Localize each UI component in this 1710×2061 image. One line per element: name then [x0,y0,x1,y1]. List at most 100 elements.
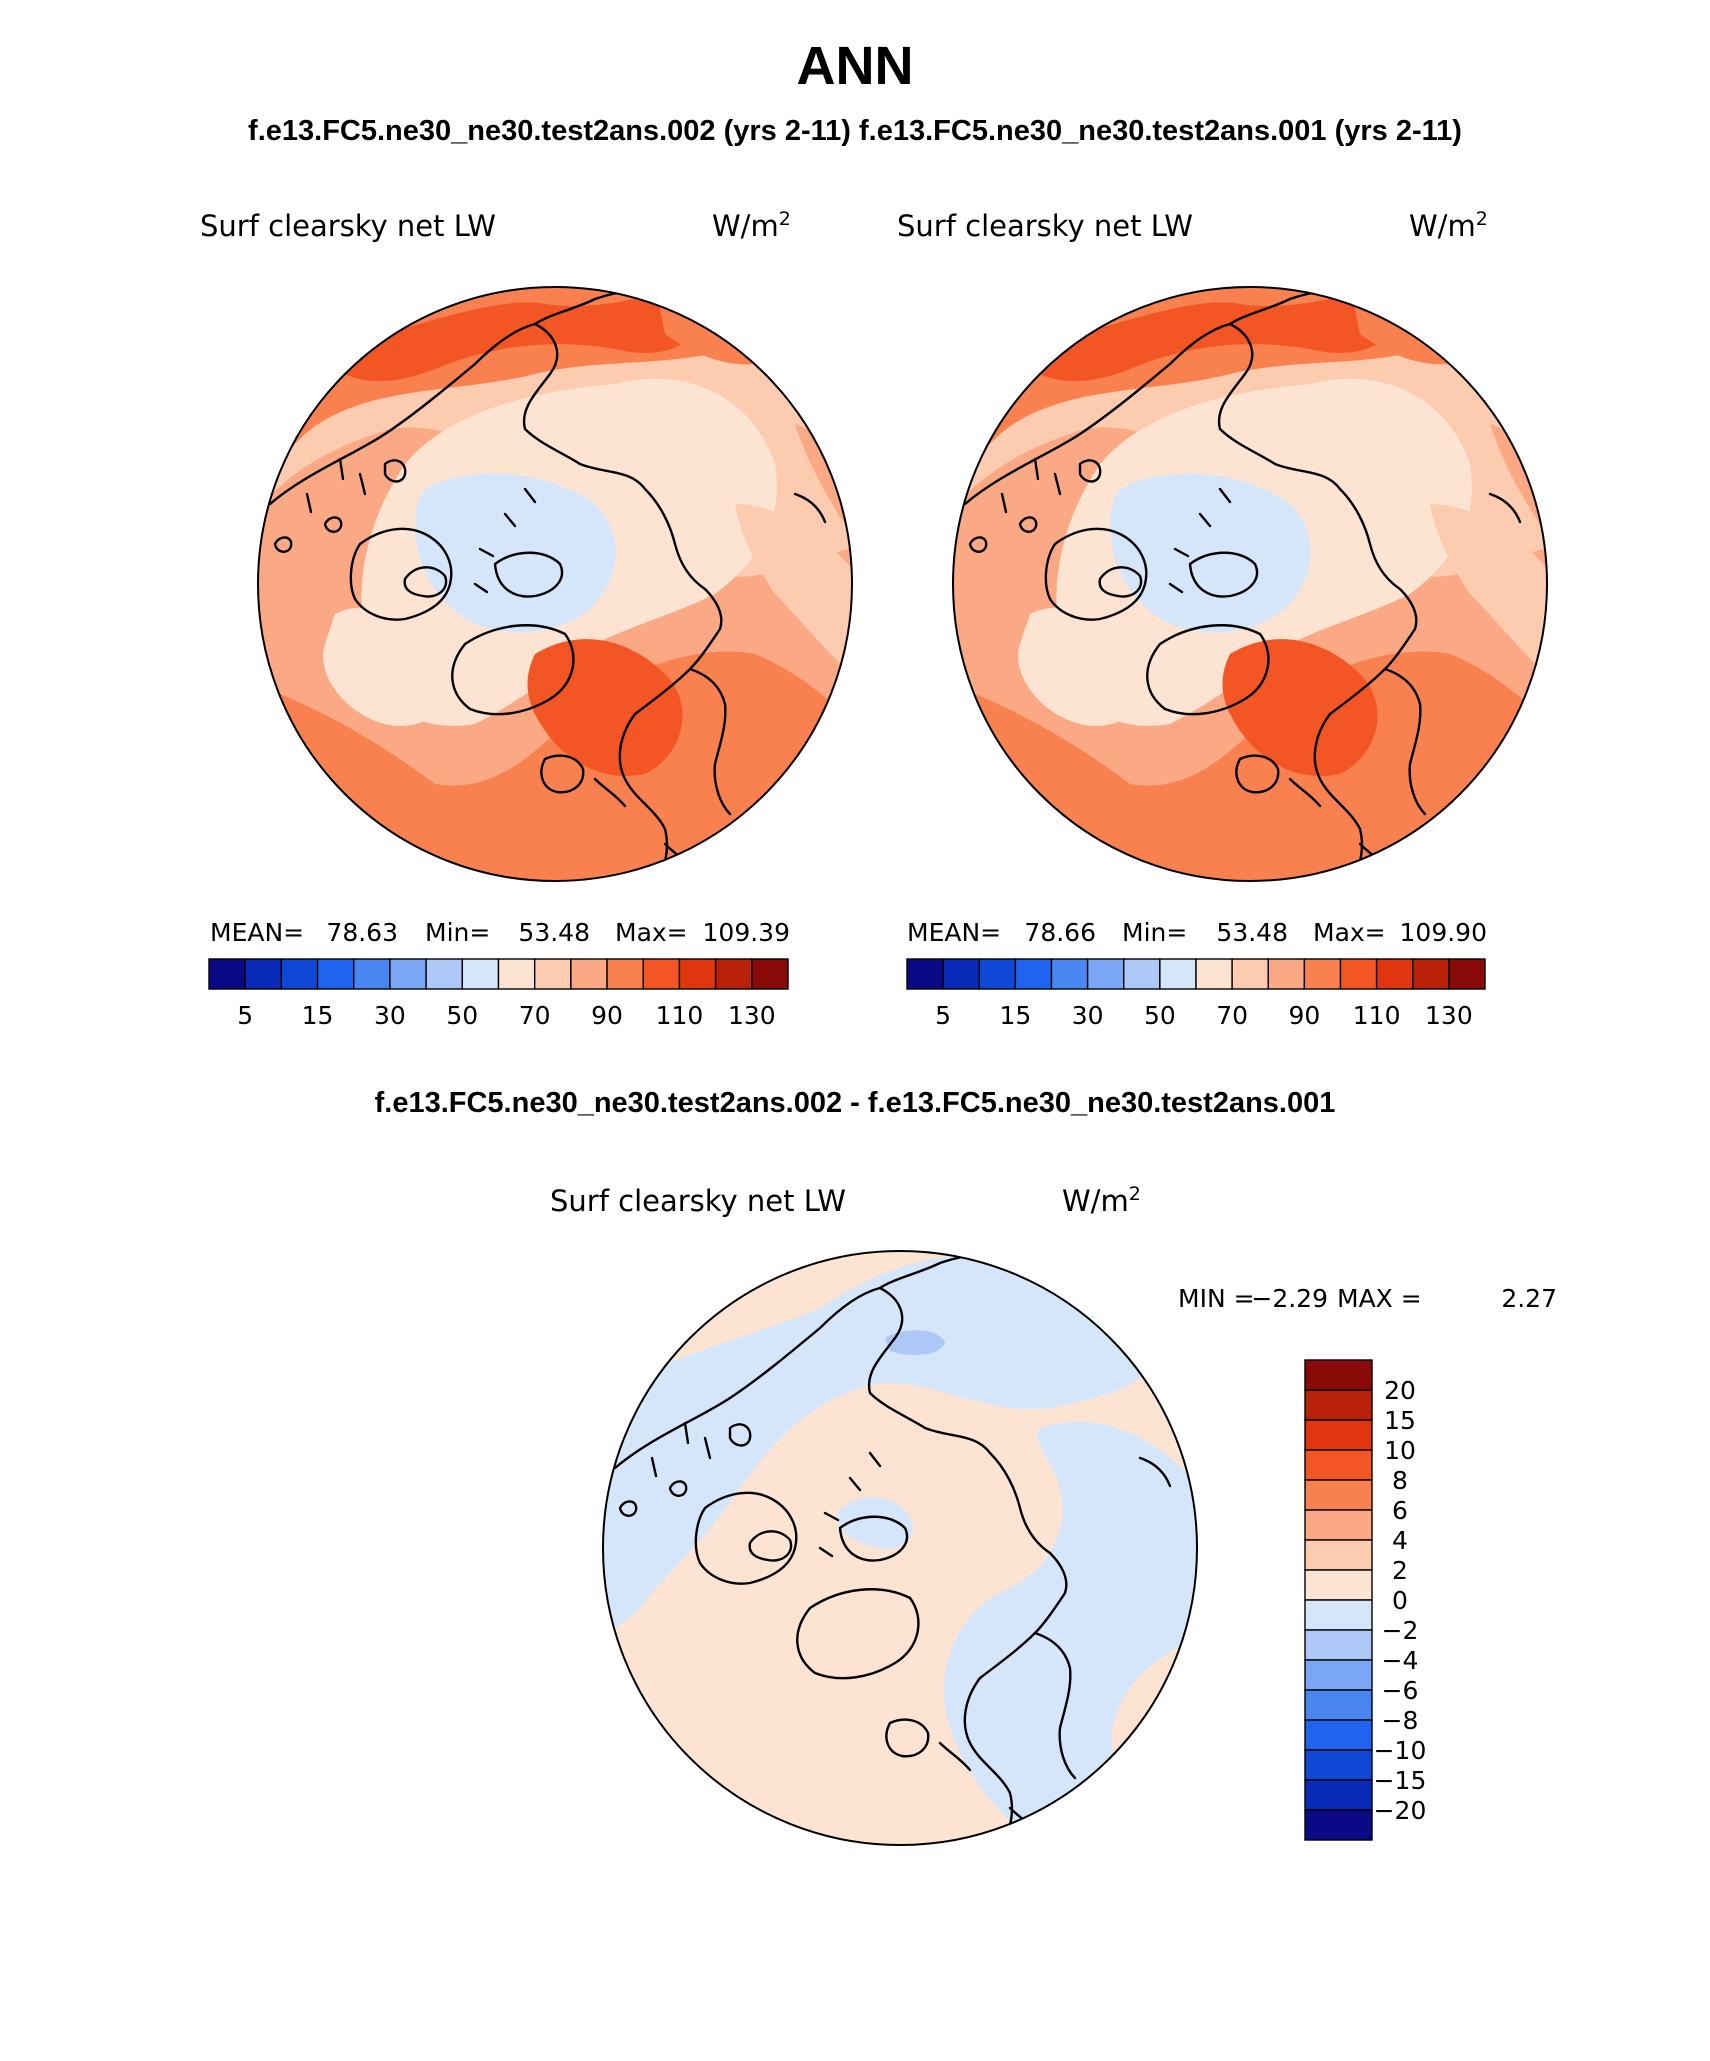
panel1-colorbar-box-12 [642,958,681,990]
panel2-colorbar-box-10 [1267,958,1306,990]
panel2-map [953,287,1547,881]
panel2-mean-label: MEAN= [907,918,1001,947]
panel3-colorbar-box-1 [1304,1389,1373,1421]
panel1-colorbar-tick-label: 130 [728,1001,776,1030]
panel3-units-base: W/m [1062,1184,1129,1218]
panel1-colorbar-box-0 [208,958,246,990]
panel1-colorbar-box-7 [461,958,500,990]
panel3-colorbar-tick-label: −20 [1374,1796,1427,1825]
panel1-units: W/m2 [712,208,791,243]
panel2-colorbar-box-13 [1375,958,1414,990]
panel1-variable-label: Surf clearsky net LW [200,209,496,243]
panel1-max-label: Max= [615,918,688,947]
panel2-max-value: 109.90 [1400,918,1487,947]
diff-title: f.e13.FC5.ne30_ne30.test2ans.002 - f.e13… [375,1087,1336,1119]
panel3-colorbar-box-4 [1304,1479,1373,1511]
panel2-colorbar-tick-label: 50 [1144,1001,1176,1030]
panel3-colorbar-tick-label: 15 [1384,1406,1416,1435]
panel1-colorbar-box-1 [244,958,283,990]
panel3-map [603,1251,1197,1845]
panel1-colorbar-tick-label: 30 [374,1001,406,1030]
panel1-colorbar-box-2 [280,958,319,990]
panel3-colorbar-tick-label: 10 [1384,1436,1416,1465]
panel2-colorbar-tick-label: 70 [1216,1001,1248,1030]
panel3-colorbar-box-7 [1304,1569,1373,1601]
panel3-colorbar-box-11 [1304,1689,1373,1721]
panel2-colorbar-box-7 [1159,958,1197,990]
panel3-colorbar-box-3 [1304,1449,1373,1481]
panel3-colorbar-tick-label: 6 [1392,1496,1408,1525]
panel-difference: Surf clearsky net LW W/m2 MIN = −2.29 MA… [550,1183,1557,1846]
panel3-colorbar-box-2 [1304,1419,1373,1451]
panel1-colorbar-tick-label: 70 [519,1001,551,1030]
panel2-units: W/m2 [1409,208,1488,243]
panel3-stats: MIN = −2.29 MAX = 2.27 [1178,1284,1557,1313]
panel2-colorbar-tick-label: 30 [1072,1001,1104,1030]
panel2-colorbar-box-5 [1086,958,1125,990]
panel1-colorbar-tick-label: 15 [302,1001,334,1030]
panel3-min-label: MIN = [1178,1284,1255,1313]
panel3-colorbar-tick-label: 20 [1384,1376,1416,1405]
panel1-colorbar-tick-label: 110 [656,1001,704,1030]
panel1-colorbar: 5 15 30 50 70 90 110 130 [208,958,789,1030]
panel2-colorbar-box-9 [1231,958,1269,990]
panel3-variable-label: Surf clearsky net LW [550,1184,846,1218]
panel1-colorbar-box-10 [570,958,608,990]
panel2-colorbar-tick-label: 5 [935,1001,951,1030]
panel1-units-exp: 2 [779,208,791,230]
panel3-colorbar-tick-label: −6 [1382,1676,1419,1705]
panel1-colorbar-box-15 [751,958,789,990]
panel2-colorbar-box-6 [1123,958,1161,990]
panel3-colorbar-box-14 [1304,1779,1373,1811]
panel1-mean-label: MEAN= [210,918,304,947]
panel-test-case: Surf clearsky net LW W/m2 MEAN= 78.63 Mi… [200,208,853,1030]
panel2-colorbar-tick-label: 130 [1425,1001,1473,1030]
panel3-max-value: 2.27 [1501,1284,1557,1313]
panel2-colorbar-box-4 [1050,958,1089,990]
panel1-units-base: W/m [712,209,779,243]
panel1-mean-value: 78.63 [326,918,398,947]
panel2-min-label: Min= [1122,918,1187,947]
panel3-units: W/m2 [1062,1183,1141,1218]
panel3-colorbar-box-10 [1304,1659,1373,1691]
panel1-colorbar-box-11 [606,958,644,990]
panel3-colorbar-box-6 [1304,1539,1373,1571]
panel1-colorbar-box-8 [497,958,536,990]
panel1-colorbar-box-14 [714,958,753,990]
panel3-max-label: MAX = [1337,1284,1422,1313]
panel3-colorbar-tick-label: −10 [1374,1736,1427,1765]
panel3-colorbar-box-0 [1304,1359,1373,1391]
panel3-colorbar-box-15 [1304,1809,1373,1841]
panel2-map-border [952,286,1548,882]
panel3-map-border [602,1250,1198,1846]
panel2-colorbar-box-11 [1303,958,1342,990]
panel2-colorbar-tick-label: 15 [999,1001,1031,1030]
panel2-colorbar-box-8 [1195,958,1233,990]
panel2-colorbar: 5 15 30 50 70 90 110 130 [906,958,1486,1030]
panel2-max-label: Max= [1313,918,1386,947]
panel2-colorbar-box-15 [1448,958,1486,990]
panel1-colorbar-box-4 [353,958,391,990]
panel2-colorbar-box-0 [906,958,944,990]
panel1-max-value: 109.39 [703,918,790,947]
panel1-stats: MEAN= 78.63 Min= 53.48 Max= 109.39 [210,918,790,947]
figure-title: ANN [797,36,914,96]
panel3-colorbar-box-9 [1304,1629,1373,1661]
panel-control-case: Surf clearsky net LW W/m2 MEAN= 78.66 Mi… [897,208,1548,1030]
panel3-colorbar-tick-label: −15 [1374,1766,1427,1795]
panel1-colorbar-tick-label: 90 [591,1001,623,1030]
panel1-colorbar-tick-label: 50 [446,1001,478,1030]
panel1-map-border [257,286,853,882]
panel2-colorbar-tick-label: 110 [1353,1001,1401,1030]
panel3-colorbar-tick-label: −4 [1382,1646,1419,1675]
panel1-colorbar-tick-label: 5 [237,1001,253,1030]
panel3-colorbar-box-12 [1304,1719,1373,1751]
panel3-colorbar-tick-label: −2 [1382,1616,1419,1645]
panel3-min-value: −2.29 [1251,1284,1328,1313]
panel1-colorbar-box-3 [316,958,355,990]
panel2-colorbar-box-12 [1339,958,1378,990]
panel2-units-base: W/m [1409,209,1476,243]
panel2-mean-value: 78.66 [1024,918,1096,947]
panel2-colorbar-box-3 [1014,958,1053,990]
